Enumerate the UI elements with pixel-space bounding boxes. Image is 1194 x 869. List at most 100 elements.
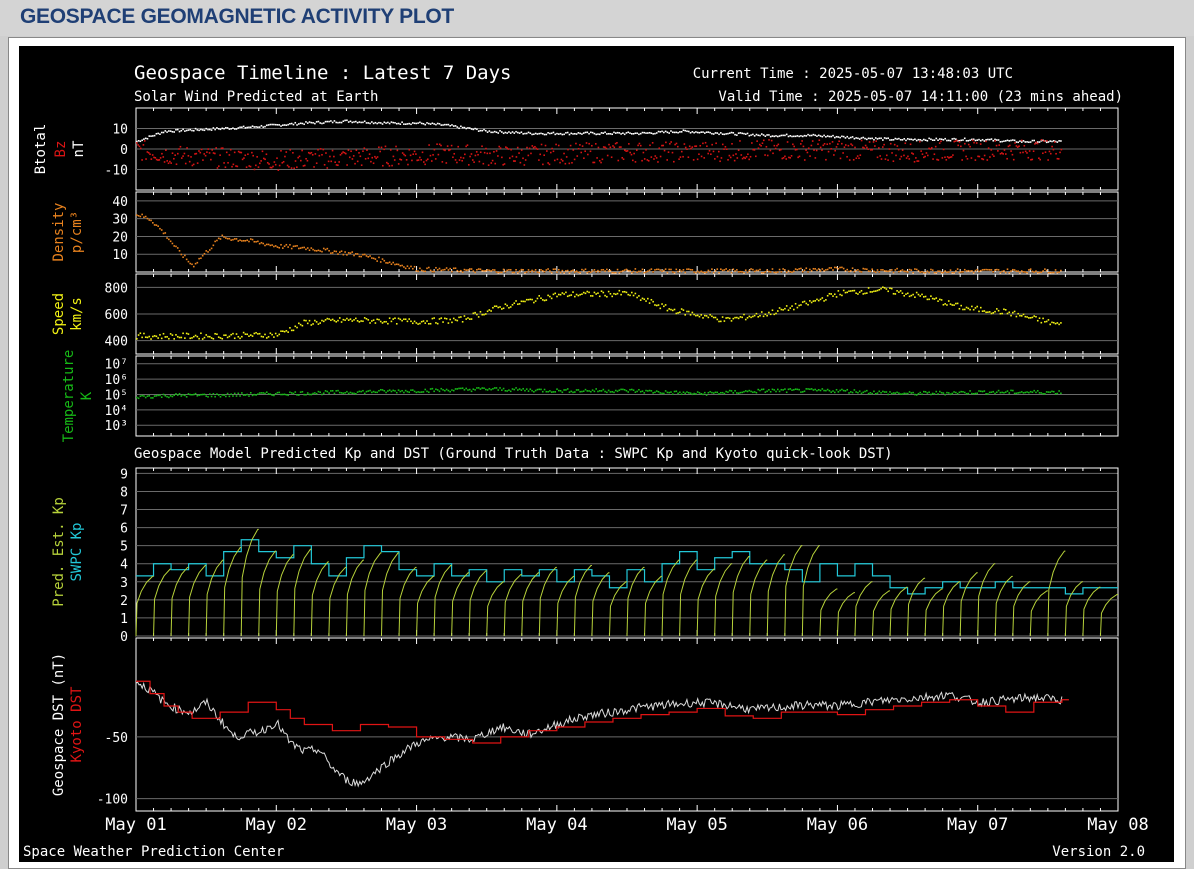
- btotal-point: [565, 132, 567, 134]
- speed-point: [810, 301, 813, 304]
- btotal-point: [324, 120, 327, 123]
- density-point: [825, 269, 827, 271]
- temperature-point: [315, 392, 318, 395]
- temperature-point: [614, 389, 617, 392]
- btotal-point: [269, 123, 272, 126]
- btotal-point: [853, 137, 856, 140]
- btotal-point: [908, 138, 911, 141]
- density-point: [848, 270, 850, 273]
- bz-point: [383, 148, 385, 151]
- btotal-point: [520, 131, 523, 133]
- bz-point: [747, 153, 749, 156]
- speed-point: [705, 315, 708, 317]
- btotal-point: [371, 121, 373, 123]
- bz-point: [575, 142, 577, 145]
- density-point: [454, 267, 457, 270]
- temperature-point: [506, 390, 508, 392]
- temperature-point: [590, 390, 592, 393]
- bz-point: [282, 160, 285, 163]
- bz-point: [788, 156, 790, 159]
- bz-point: [940, 140, 942, 143]
- bz-point: [839, 157, 842, 160]
- bz-point: [719, 160, 721, 163]
- bz-point: [736, 157, 739, 159]
- temperature-point: [508, 389, 510, 391]
- btotal-point: [362, 121, 364, 124]
- density-point: [871, 268, 873, 271]
- btotal-point: [438, 123, 441, 125]
- btotal-point: [518, 132, 521, 134]
- density-point: [440, 269, 443, 272]
- temperature-point: [645, 389, 647, 392]
- speed-point: [239, 337, 241, 340]
- bz-point: [433, 148, 436, 151]
- bz-point: [306, 159, 309, 162]
- bz-point: [920, 150, 922, 152]
- speed-point: [554, 292, 557, 295]
- density-point: [584, 268, 587, 271]
- temperature-point: [625, 389, 628, 392]
- temperature-point: [269, 393, 272, 395]
- density-point: [233, 238, 236, 240]
- bz-point: [434, 158, 437, 160]
- btotal-point: [625, 132, 628, 134]
- bz-point: [725, 148, 728, 150]
- speed-point: [741, 316, 743, 319]
- btotal-point: [803, 134, 806, 137]
- temperature-point: [225, 395, 227, 398]
- btotal-point: [524, 132, 526, 135]
- temperature-point: [1029, 390, 1032, 393]
- bz-point: [978, 155, 981, 158]
- density-point: [883, 270, 886, 272]
- temperature-point: [362, 389, 364, 392]
- density-point: [1052, 271, 1055, 274]
- btotal-point: [675, 131, 678, 134]
- btotal-point: [671, 131, 674, 134]
- temperature-point: [905, 392, 907, 395]
- btotal-point: [965, 139, 968, 142]
- bz-point: [426, 158, 429, 161]
- btotal-point: [1022, 140, 1025, 142]
- density-point: [768, 270, 770, 273]
- bz-point: [487, 164, 490, 166]
- btotal-point: [390, 121, 393, 123]
- bz-point: [942, 148, 945, 151]
- bz-point: [691, 146, 694, 148]
- speed-point: [230, 333, 232, 336]
- density-point: [509, 269, 512, 271]
- bz-point: [928, 147, 930, 150]
- btotal-point: [874, 137, 877, 139]
- kyoto-dst-line: [136, 680, 1069, 744]
- bz-point: [540, 143, 543, 146]
- bz-point: [543, 154, 545, 157]
- bz-point: [322, 148, 325, 151]
- btotal-point: [351, 121, 354, 124]
- density-point: [691, 269, 694, 271]
- speed-point: [306, 322, 309, 325]
- btotal-point: [634, 132, 637, 135]
- temperature-point: [634, 391, 637, 393]
- btotal-point: [241, 126, 243, 129]
- temperature-point: [752, 391, 754, 394]
- bz-point: [473, 161, 475, 163]
- speed-point: [248, 335, 250, 337]
- bz-point: [456, 161, 458, 164]
- temperature-point: [160, 396, 163, 398]
- btotal-point: [379, 122, 382, 124]
- density-point: [958, 271, 961, 274]
- temperature-point: [850, 391, 852, 393]
- bz-point: [424, 163, 426, 166]
- temperature-point: [372, 390, 375, 393]
- speed-point: [650, 298, 653, 301]
- speed-point: [866, 292, 868, 294]
- btotal-point: [915, 139, 918, 142]
- density-point: [598, 270, 601, 273]
- density-point: [214, 240, 216, 243]
- bz-point: [1019, 151, 1022, 154]
- speed-point: [322, 320, 325, 323]
- bz-point: [994, 140, 997, 142]
- density-point: [602, 268, 605, 271]
- bz-point: [798, 155, 801, 158]
- density-point: [686, 268, 688, 271]
- temperature-point: [456, 388, 459, 390]
